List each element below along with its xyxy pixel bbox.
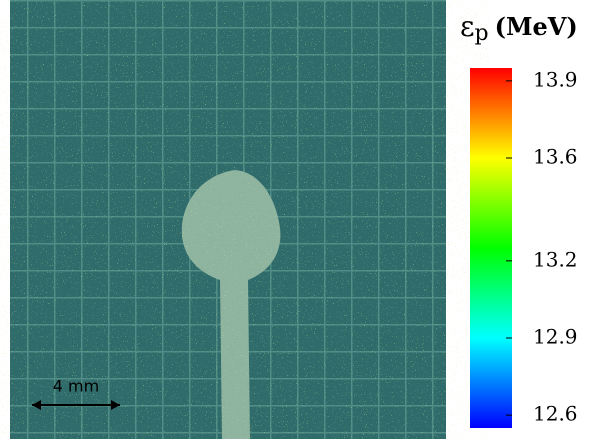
symbol: ε — [460, 10, 475, 43]
unit: (MeV) — [495, 12, 578, 41]
colorbar-tick-label: 13.2 — [533, 247, 578, 271]
colorbar-tick-label: 12.6 — [533, 402, 578, 426]
colorbar-tick-label: 13.9 — [533, 67, 578, 91]
scale-bar-label: 4 mm — [53, 377, 99, 396]
subscript: p — [475, 21, 489, 46]
scale-bar: 4 mm — [32, 377, 120, 410]
colorbar-tick-label: 13.6 — [533, 145, 578, 169]
colorbar-title: εp (MeV) — [460, 10, 578, 47]
colorbar-tick-label: 12.9 — [533, 325, 578, 349]
photo — [10, 0, 446, 439]
colorbar — [470, 68, 512, 428]
